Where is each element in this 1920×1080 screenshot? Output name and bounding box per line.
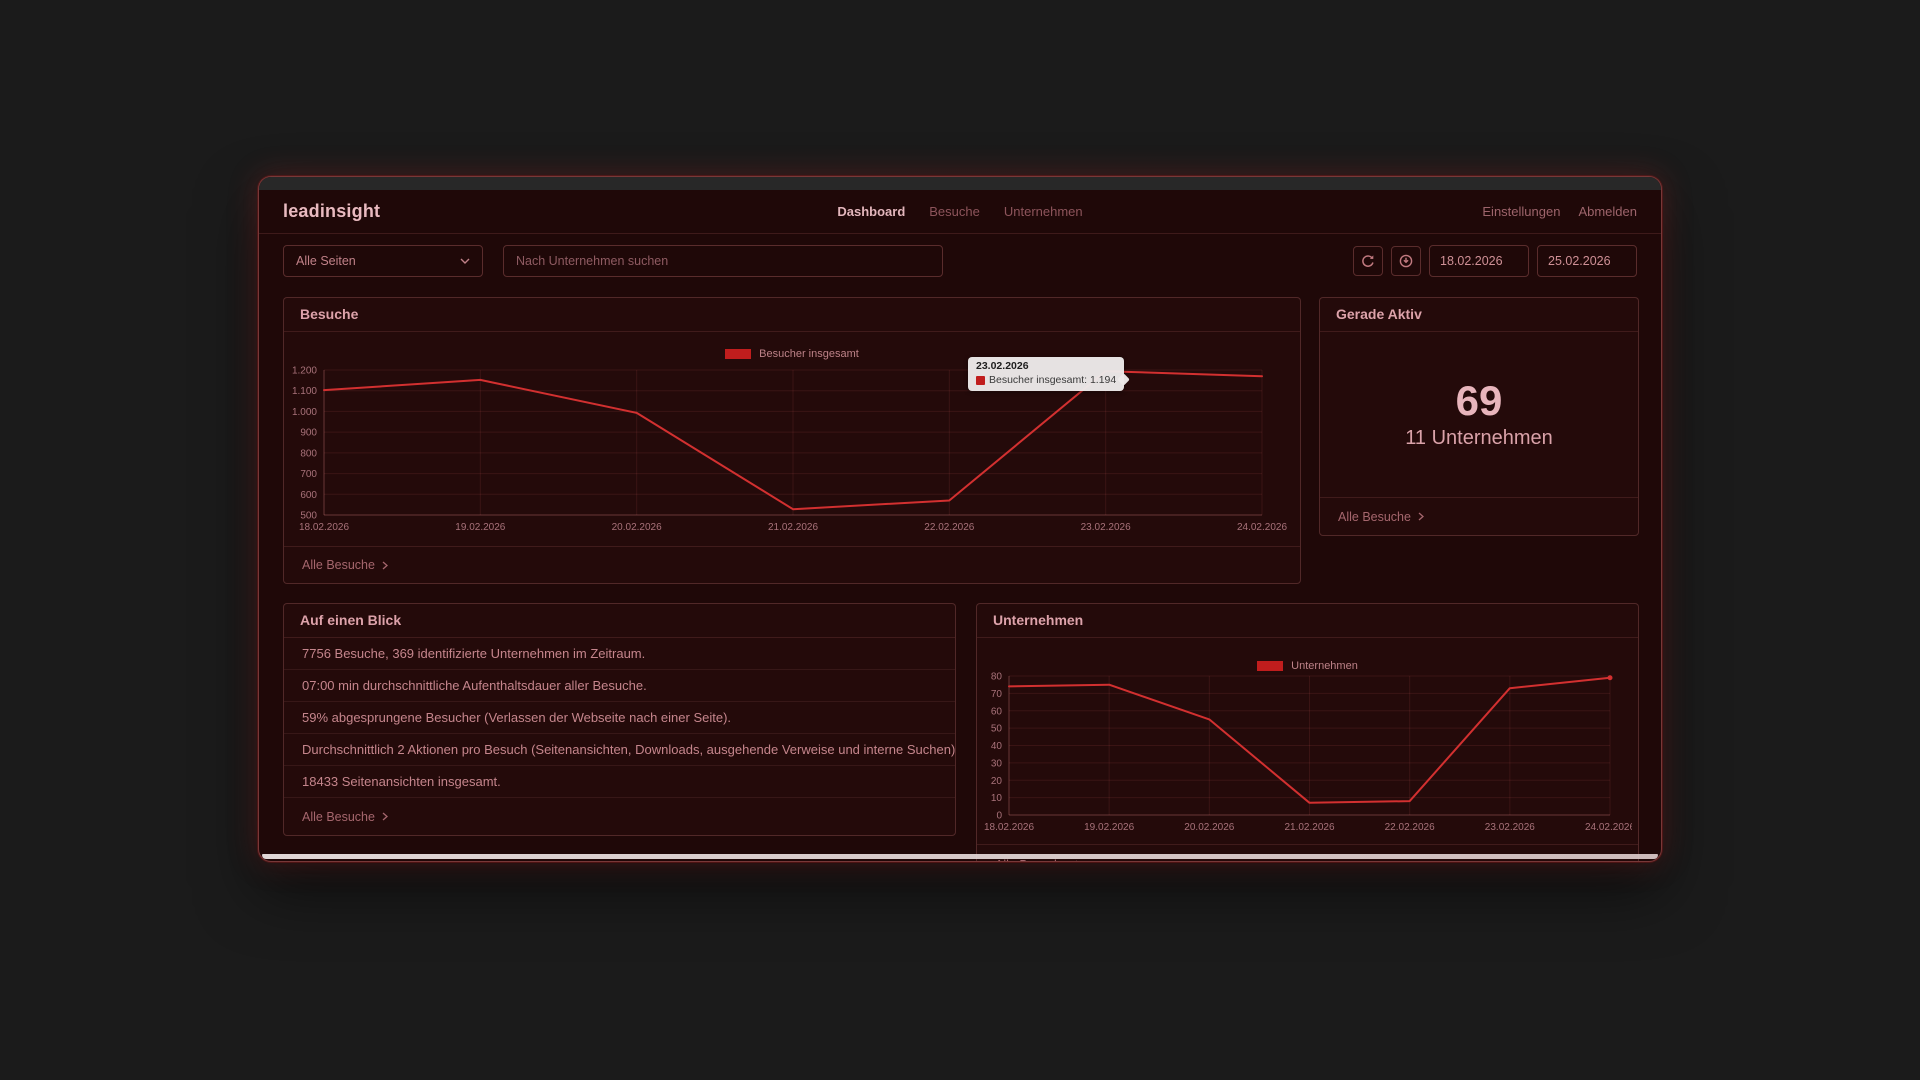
download-icon bbox=[1399, 254, 1413, 268]
besuche-chart: 500 600 700 800 900 1.000 1.100 1.200 18.02.2026… bbox=[290, 332, 1294, 548]
nav-dashboard[interactable]: Dashboard bbox=[837, 204, 906, 219]
chevron-right-icon bbox=[1075, 860, 1077, 861]
nav-unternehmen[interactable]: Unternehmen bbox=[1003, 204, 1083, 219]
chart-svg: 500 600 700 800 900 1.000 1.100 1.200 18.02.2026… bbox=[292, 366, 1287, 534]
footer-link-label: Alle Besuche bbox=[1338, 509, 1411, 524]
dashboard-page: leadinsight Dashboard Besuche Unternehme… bbox=[259, 190, 1661, 861]
filter-bar: Alle Seiten bbox=[283, 245, 1637, 277]
svg-text:40: 40 bbox=[991, 741, 1003, 752]
svg-text:22.02.2026: 22.02.2026 bbox=[1385, 822, 1435, 833]
svg-text:80: 80 bbox=[991, 672, 1003, 683]
chart-tooltip: 23.02.2026 Besucher insgesamt: 1.194 bbox=[968, 357, 1125, 391]
svg-text:700: 700 bbox=[300, 469, 317, 480]
stat-pageviews: 18433 Seitenansichten insgesamt. bbox=[284, 766, 955, 798]
stat-visits: 7756 Besuche, 369 identifizierte Unterne… bbox=[284, 638, 955, 670]
svg-text:600: 600 bbox=[300, 490, 317, 501]
svg-text:23.02.2026: 23.02.2026 bbox=[1485, 822, 1535, 833]
active-companies-label: 11 Unternehmen bbox=[1405, 426, 1553, 449]
svg-text:20.02.2026: 20.02.2026 bbox=[1184, 822, 1234, 833]
tooltip-swatch bbox=[976, 375, 985, 385]
svg-text:1.200: 1.200 bbox=[292, 366, 317, 377]
horizontal-scrollbar[interactable] bbox=[262, 854, 1658, 859]
unternehmen-chart-area: Unternehmen 0 10 20 30 40 50 60 70 80 18.02.2026 1… bbox=[983, 638, 1635, 846]
svg-text:60: 60 bbox=[991, 706, 1003, 717]
nav-besuche[interactable]: Besuche bbox=[929, 204, 980, 219]
svg-text:24.02.2026: 24.02.2026 bbox=[1585, 822, 1632, 833]
date-from-input[interactable] bbox=[1429, 245, 1529, 277]
footer-link-label: Alle Besuche bbox=[302, 558, 375, 572]
svg-text:21.02.2026: 21.02.2026 bbox=[1284, 822, 1334, 833]
pages-select-value: Alle Seiten bbox=[296, 254, 356, 268]
svg-text:900: 900 bbox=[300, 428, 317, 439]
chart-svg: 0 10 20 30 40 50 60 70 80 18.02.2026 19.02.2026 20.… bbox=[984, 672, 1635, 834]
window-chrome bbox=[259, 177, 1661, 190]
chevron-down-icon bbox=[460, 258, 470, 264]
nav-abmelden[interactable]: Abmelden bbox=[1578, 204, 1637, 219]
footer-link-label: Alle Besuche bbox=[995, 858, 1068, 862]
main-nav: Dashboard Besuche Unternehmen bbox=[837, 204, 1082, 219]
unternehmen-alle-besuche-link[interactable]: Alle Besuche bbox=[977, 844, 1638, 862]
svg-text:10: 10 bbox=[991, 793, 1003, 804]
gerade-aktiv-title: Gerade Aktiv bbox=[1320, 298, 1638, 332]
nav-einstellungen[interactable]: Einstellungen bbox=[1482, 204, 1561, 219]
stat-actions: Durchschnittlich 2 Aktionen pro Besuch (… bbox=[284, 734, 955, 766]
svg-text:18.02.2026: 18.02.2026 bbox=[299, 522, 349, 533]
svg-text:30: 30 bbox=[991, 758, 1003, 769]
svg-text:20.02.2026: 20.02.2026 bbox=[612, 522, 662, 533]
app-header: leadinsight Dashboard Besuche Unternehme… bbox=[259, 190, 1661, 234]
auf-einen-blick-card: Auf einen Blick 7756 Besuche, 369 identi… bbox=[283, 603, 956, 836]
aktiv-alle-besuche-link[interactable]: Alle Besuche bbox=[1320, 497, 1638, 535]
svg-text:800: 800 bbox=[300, 448, 317, 459]
gerade-aktiv-card: Gerade Aktiv 69 11 Unternehmen Alle Besu… bbox=[1319, 297, 1639, 536]
svg-text:23.02.2026: 23.02.2026 bbox=[1081, 522, 1131, 533]
svg-text:70: 70 bbox=[991, 689, 1003, 700]
besuche-alle-besuche-link[interactable]: Alle Besuche bbox=[284, 546, 1300, 583]
svg-text:50: 50 bbox=[991, 724, 1003, 735]
pages-select[interactable]: Alle Seiten bbox=[283, 245, 483, 277]
auf-einen-blick-title: Auf einen Blick bbox=[284, 604, 955, 638]
besuche-card-title: Besuche bbox=[284, 298, 1300, 332]
unternehmen-card-title: Unternehmen bbox=[977, 604, 1638, 638]
besuche-card: Besuche Besucher insgesamt 500 600 700 800 9… bbox=[283, 297, 1301, 584]
gerade-aktiv-body: 69 11 Unternehmen bbox=[1320, 332, 1638, 497]
tooltip-value: Besucher insgesamt: 1.194 bbox=[989, 374, 1117, 386]
chevron-right-icon bbox=[1418, 512, 1424, 521]
svg-text:22.02.2026: 22.02.2026 bbox=[924, 522, 974, 533]
svg-text:1.100: 1.100 bbox=[292, 386, 317, 397]
unternehmen-card: Unternehmen Unternehmen 0 10 20 30 40 50 60 70 8… bbox=[976, 603, 1639, 862]
svg-text:24.02.2026: 24.02.2026 bbox=[1237, 522, 1287, 533]
svg-text:1.000: 1.000 bbox=[292, 407, 317, 418]
refresh-icon bbox=[1362, 255, 1374, 267]
svg-text:19.02.2026: 19.02.2026 bbox=[1084, 822, 1134, 833]
user-nav: Einstellungen Abmelden bbox=[1482, 204, 1637, 219]
app-logo: leadinsight bbox=[283, 201, 381, 221]
chevron-right-icon bbox=[382, 561, 388, 569]
company-search-input[interactable] bbox=[503, 245, 943, 277]
svg-text:0: 0 bbox=[996, 811, 1002, 822]
blick-alle-besuche-link[interactable]: Alle Besuche bbox=[284, 798, 955, 835]
unternehmen-chart: 0 10 20 30 40 50 60 70 80 18.02.2026 19.02.2026 20.… bbox=[983, 638, 1635, 846]
date-to-input[interactable] bbox=[1537, 245, 1637, 277]
export-button[interactable] bbox=[1391, 246, 1421, 276]
svg-text:21.02.2026: 21.02.2026 bbox=[768, 522, 818, 533]
footer-link-label: Alle Besuche bbox=[302, 809, 375, 824]
stat-duration: 07:00 min durchschnittliche Aufenthaltsd… bbox=[284, 670, 955, 702]
chevron-right-icon bbox=[382, 812, 388, 821]
app-window: leadinsight Dashboard Besuche Unternehme… bbox=[258, 176, 1662, 862]
svg-text:19.02.2026: 19.02.2026 bbox=[455, 522, 505, 533]
svg-text:18.02.2026: 18.02.2026 bbox=[984, 822, 1034, 833]
svg-text:20: 20 bbox=[991, 776, 1003, 787]
stat-bounce: 59% abgesprungene Besucher (Verlassen de… bbox=[284, 702, 955, 734]
refresh-button[interactable] bbox=[1353, 246, 1383, 276]
active-visitors-count: 69 bbox=[1455, 376, 1503, 424]
svg-text:500: 500 bbox=[300, 511, 317, 522]
besuche-chart-area: Besucher insgesamt 500 600 700 800 900 1.000 1… bbox=[290, 332, 1294, 548]
tooltip-date: 23.02.2026 bbox=[976, 360, 1029, 372]
